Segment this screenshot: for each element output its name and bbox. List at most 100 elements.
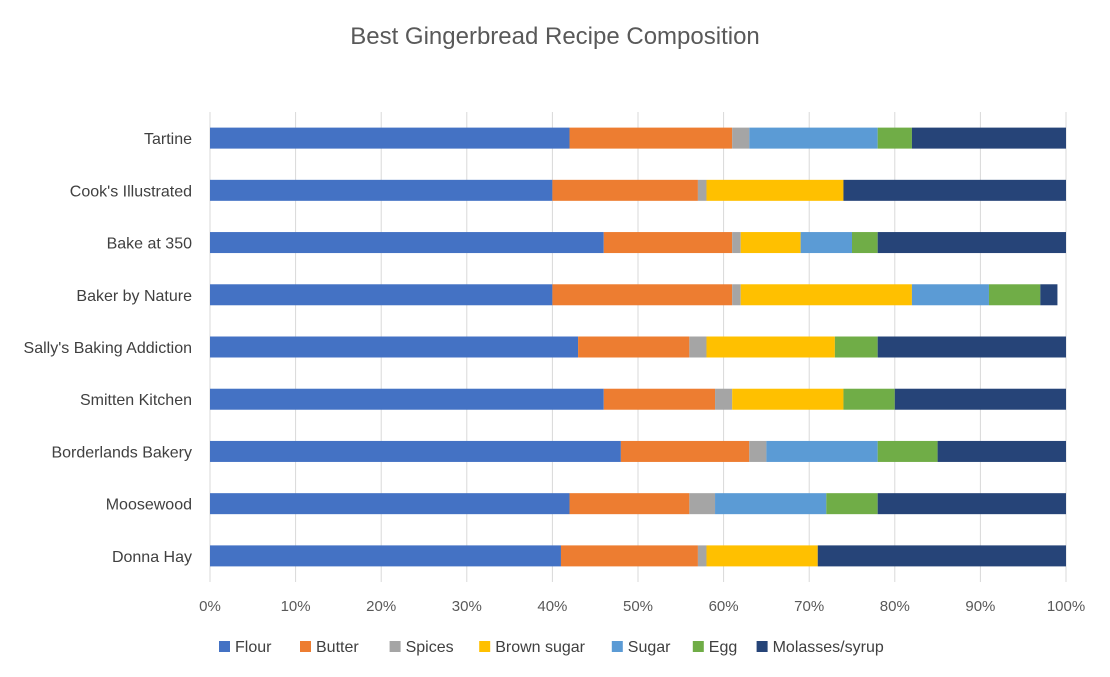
bar-segment xyxy=(210,440,621,462)
legend-swatch xyxy=(479,641,491,652)
bar-segment xyxy=(877,127,912,149)
bar-segment xyxy=(911,127,1066,149)
x-tick-label: 30% xyxy=(452,598,482,615)
bar-segment xyxy=(560,545,698,567)
bar-segment xyxy=(732,388,844,410)
bar-segment xyxy=(706,336,835,358)
bar-row xyxy=(210,284,1058,306)
bar-segment xyxy=(689,493,716,515)
bar-segment xyxy=(210,336,579,358)
legend-label: Sugar xyxy=(628,639,671,656)
x-tick-label: 90% xyxy=(965,598,995,615)
legend-swatch xyxy=(692,641,704,652)
bar-segment xyxy=(210,284,553,306)
bar-segment xyxy=(715,388,733,410)
bar-segment xyxy=(834,336,878,358)
bar-row xyxy=(210,179,1066,201)
bar-segment xyxy=(877,493,1066,515)
bar-segment xyxy=(715,493,827,515)
bar-segment xyxy=(603,388,716,410)
bar-segment xyxy=(620,440,750,462)
legend-item: Spices xyxy=(389,639,454,656)
bar-segment xyxy=(766,440,878,462)
category-label: Bake at 350 xyxy=(107,236,193,253)
bar-segment xyxy=(210,179,553,201)
bar-row xyxy=(210,336,1066,358)
bar-row xyxy=(210,493,1066,515)
category-label: Smitten Kitchen xyxy=(80,392,192,409)
bar-segment xyxy=(706,179,844,201)
bar-row xyxy=(210,388,1066,410)
category-labels: Tartine Cook's Illustrated Bake at 350 Bake… xyxy=(24,131,193,566)
x-tick-label: 50% xyxy=(623,598,653,615)
legend-item: Sugar xyxy=(611,639,671,656)
x-axis-tick-labels: 0% 10% 20% 30% 40% 50% 60% 70% 80% 90% 100% xyxy=(199,598,1085,615)
category-label: Cook's Illustrated xyxy=(70,183,192,200)
bar-segment xyxy=(826,493,878,515)
bar-segment xyxy=(732,127,750,149)
bar-segment xyxy=(817,545,1066,567)
bar-segment xyxy=(210,232,604,254)
legend-swatch xyxy=(611,641,623,652)
bar-segment xyxy=(800,232,852,254)
bar-segment xyxy=(937,440,1066,462)
bar-segment xyxy=(877,440,938,462)
bar-segment xyxy=(569,127,733,149)
bar-segment xyxy=(877,232,1066,254)
bar-segment xyxy=(706,545,818,567)
bar-segment xyxy=(210,493,570,515)
legend-label: Butter xyxy=(316,639,359,656)
bar-segment xyxy=(911,284,989,306)
bar-segment xyxy=(697,545,707,567)
legend-label: Molasses/syrup xyxy=(773,639,884,656)
bar-segment xyxy=(852,232,878,254)
legend-label: Egg xyxy=(709,639,737,656)
bars xyxy=(210,127,1066,567)
chart-title: Best Gingerbread Recipe Composition xyxy=(350,23,760,50)
category-label: Borderlands Bakery xyxy=(51,444,192,461)
bar-row xyxy=(210,127,1066,149)
x-tick-label: 80% xyxy=(880,598,910,615)
category-label: Baker by Nature xyxy=(76,288,192,305)
category-label: Donna Hay xyxy=(112,549,192,566)
bar-segment xyxy=(749,440,767,462)
bar-segment xyxy=(1040,284,1058,306)
bar-row xyxy=(210,232,1066,254)
x-tick-label: 100% xyxy=(1047,598,1085,615)
legend-item: Brown sugar xyxy=(479,639,586,656)
bar-segment xyxy=(210,127,570,149)
x-tick-label: 20% xyxy=(366,598,396,615)
bar-segment xyxy=(697,179,707,201)
x-tick-label: 40% xyxy=(537,598,567,615)
bar-segment xyxy=(210,388,604,410)
legend-swatch xyxy=(219,641,230,652)
legend-label: Brown sugar xyxy=(495,639,585,656)
category-label: Moosewood xyxy=(106,497,192,514)
bar-row xyxy=(210,440,1066,462)
bar-segment xyxy=(552,179,698,201)
bar-segment xyxy=(749,127,878,149)
x-tick-label: 10% xyxy=(281,598,311,615)
bar-segment xyxy=(689,336,707,358)
legend-item: Egg xyxy=(692,639,737,656)
bar-segment xyxy=(740,284,912,306)
category-label: Tartine xyxy=(144,131,192,148)
legend: Flour Butter Spices Brown sugar Sugar Egg Mola… xyxy=(219,639,884,656)
x-tick-label: 0% xyxy=(199,598,221,615)
bar-segment xyxy=(988,284,1041,306)
bar-row xyxy=(210,545,1066,567)
legend-label: Flour xyxy=(235,639,272,656)
bar-segment xyxy=(210,545,561,567)
bar-segment xyxy=(843,388,895,410)
bar-segment xyxy=(877,336,1066,358)
bar-segment xyxy=(740,232,801,254)
legend-item: Molasses/syrup xyxy=(756,639,884,656)
bar-segment xyxy=(732,232,741,254)
bar-segment xyxy=(552,284,733,306)
legend-swatch xyxy=(389,641,401,652)
bar-segment xyxy=(894,388,1066,410)
bar-segment xyxy=(843,179,1066,201)
category-label: Sally's Baking Addiction xyxy=(24,340,192,357)
